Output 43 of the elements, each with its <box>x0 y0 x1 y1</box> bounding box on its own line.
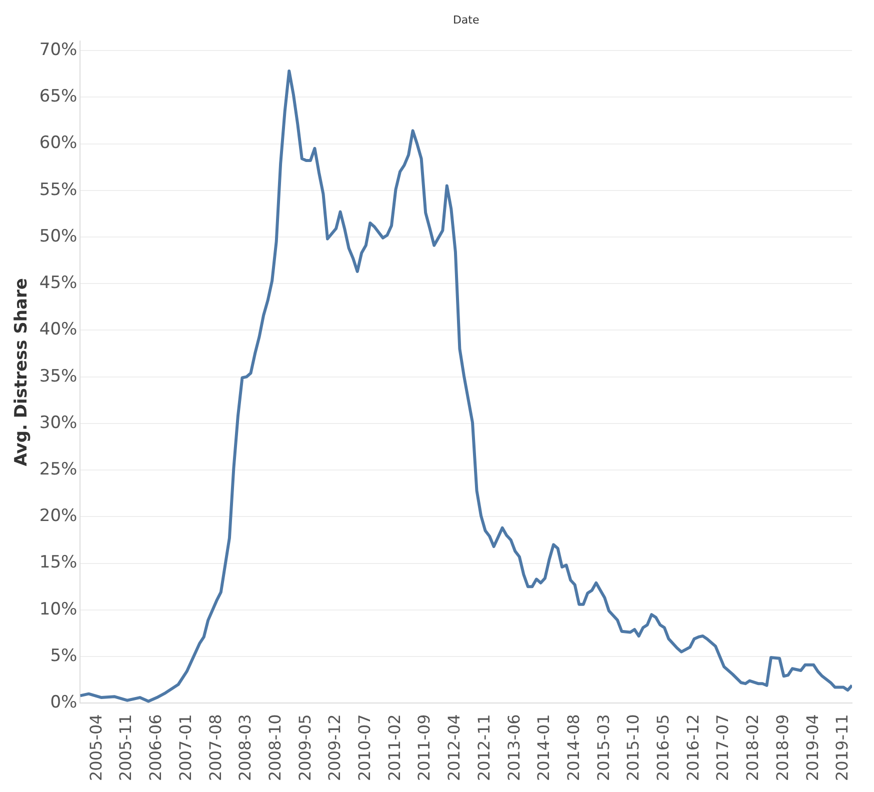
x-tick-label: 2015-10 <box>624 714 643 782</box>
y-tick-label: 20% <box>39 506 78 526</box>
y-tick-label: 0% <box>50 692 78 713</box>
x-tick-label: 2018-02 <box>743 714 762 782</box>
x-tick-label: 2017-07 <box>713 714 732 782</box>
y-tick-label: 70% <box>39 40 78 60</box>
y-tick-label: 50% <box>39 226 78 246</box>
y-tick-label: 25% <box>39 459 78 480</box>
x-tick-label: 2019-11 <box>832 714 852 782</box>
x-tick-label: 2016-05 <box>654 714 673 782</box>
x-tick-label: 2006-06 <box>146 714 166 782</box>
y-tick-label: 10% <box>39 599 78 620</box>
y-axis-title: Avg. Distress Share <box>12 278 32 466</box>
x-tick-label: 2014-01 <box>534 714 554 782</box>
x-tick-label: 2014-08 <box>564 714 583 782</box>
x-tick-label: 2016-12 <box>683 714 702 782</box>
x-tick-label: 2011-09 <box>414 714 434 782</box>
y-tick-label: 55% <box>39 180 78 200</box>
x-tick-label: 2009-12 <box>325 714 344 782</box>
y-tick-label: 65% <box>39 86 78 107</box>
y-tick-label: 30% <box>39 412 78 433</box>
y-tick-label: 35% <box>39 366 78 386</box>
x-tick-label: 2005-11 <box>116 714 136 782</box>
x-tick-label: 2015-03 <box>594 714 613 782</box>
x-tick-label: 2012-11 <box>474 714 494 782</box>
y-tick-label: 40% <box>39 320 78 340</box>
x-tick-label: 2019-04 <box>802 714 822 782</box>
x-tick-label: 2008-10 <box>265 714 284 782</box>
y-tick-label: 5% <box>50 646 78 666</box>
x-tick-label: 2005-04 <box>86 714 106 782</box>
x-tick-label: 2007-01 <box>176 714 195 782</box>
x-tick-label: 2010-07 <box>355 714 374 782</box>
x-tick-label: 2013-06 <box>504 714 524 782</box>
x-tick-label: 2008-03 <box>236 714 255 782</box>
x-tick-label: 2009-05 <box>295 714 314 782</box>
x-tick-label: 2007-08 <box>206 714 225 782</box>
y-tick-label: 45% <box>39 273 78 294</box>
x-tick-label: 2012-04 <box>444 714 464 782</box>
x-tick-label: 2011-02 <box>384 714 404 782</box>
x-axis-title: Date <box>452 13 480 26</box>
x-tick-label: 2018-09 <box>772 714 792 782</box>
y-tick-label: 15% <box>39 552 78 573</box>
y-tick-label: 60% <box>39 133 78 154</box>
